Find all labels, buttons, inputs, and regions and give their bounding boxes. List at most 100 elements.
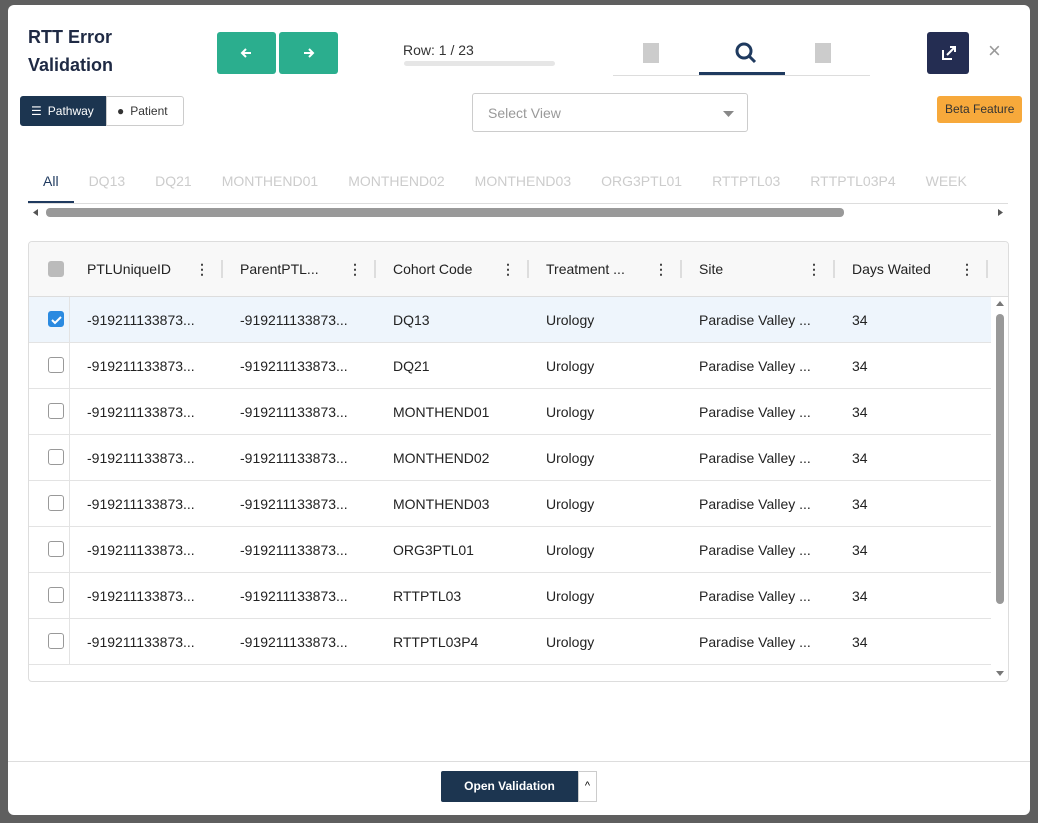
table-cell: -919211133873... [87, 404, 195, 420]
toggle-label: Patient [130, 104, 168, 118]
table-cell: -919211133873... [240, 404, 348, 420]
tab[interactable]: RTTPTL03P4 [810, 173, 896, 189]
tab[interactable]: MONTHEND03 [474, 173, 572, 189]
tab[interactable]: WEEK [925, 173, 967, 189]
table-cell: 34 [852, 404, 868, 420]
table-cell: -919211133873... [87, 450, 195, 466]
row-checkbox[interactable] [48, 633, 64, 649]
open-validation-button[interactable]: Open Validation [441, 771, 578, 802]
table-cell: DQ21 [393, 358, 430, 374]
column-menu[interactable]: ⋮ [501, 261, 515, 277]
table-cell: Urology [546, 404, 595, 420]
column-menu[interactable]: ⋮ [807, 261, 821, 277]
table-row[interactable]: -919211133873... -919211133873... MONTHEND… [29, 481, 991, 527]
table-cell: Urology [546, 358, 595, 374]
table-cell: -919211133873... [87, 588, 195, 604]
column-header: Days Waited [852, 261, 931, 277]
table-row[interactable]: -919211133873... -919211133873... MONTHEND… [29, 389, 991, 435]
table-header: PTLUniqueID ⋮ ParentPTL... ⋮ Cohort Code ⋮ Tre… [29, 242, 1008, 297]
column-header: PTLUniqueID [87, 261, 172, 277]
table-cell: -919211133873... [240, 588, 348, 604]
row-checkbox[interactable] [48, 449, 64, 465]
table-row[interactable]: -919211133873... -919211133873... DQ21 Urol… [29, 343, 991, 389]
row-checkbox[interactable] [48, 357, 64, 373]
tab[interactable]: All [28, 167, 74, 203]
table-cell: Paradise Valley ... [699, 450, 811, 466]
row-progress [404, 61, 555, 66]
divider [69, 481, 70, 527]
table-cell: 34 [852, 634, 868, 650]
table-cell: ORG3PTL01 [393, 542, 474, 558]
table-cell: Urology [546, 496, 595, 512]
table-cell: -919211133873... [240, 634, 348, 650]
row-checkbox[interactable] [48, 403, 64, 419]
column-menu[interactable]: ⋮ [195, 261, 209, 277]
table-cell: MONTHEND02 [393, 450, 490, 466]
check-icon [51, 316, 62, 325]
column-header: Treatment ... [546, 261, 625, 277]
table-cell: Paradise Valley ... [699, 542, 811, 558]
table-cell: RTTPTL03P4 [393, 634, 479, 650]
tab[interactable]: DQ21 [155, 173, 192, 189]
tab[interactable]: MONTHEND01 [221, 173, 319, 189]
table-row[interactable]: -919211133873... -919211133873... RTTPTL03… [29, 573, 991, 619]
table-cell: -919211133873... [87, 542, 195, 558]
column-menu[interactable]: ⋮ [348, 261, 362, 277]
next-button[interactable] [279, 32, 338, 74]
column-menu[interactable]: ⋮ [654, 261, 668, 277]
table-cell: 34 [852, 358, 868, 374]
footer [8, 761, 1030, 815]
table-row[interactable]: -919211133873... -919211133873... ORG3PTL0… [29, 527, 991, 573]
select-all-checkbox[interactable] [48, 261, 64, 277]
column-divider [374, 260, 376, 278]
divider [69, 573, 70, 619]
row-checkbox[interactable] [48, 311, 64, 327]
table-cell: Urology [546, 542, 595, 558]
prev-button[interactable] [217, 32, 276, 74]
tab[interactable]: ORG3PTL01 [601, 173, 683, 189]
table-cell: 34 [852, 312, 868, 328]
table-cell: -919211133873... [87, 358, 195, 374]
tab[interactable]: RTTPTL03 [712, 173, 781, 189]
close-button[interactable]: × [988, 38, 1001, 63]
table-cell: -919211133873... [240, 358, 348, 374]
title: RTT Error Validation [28, 27, 114, 75]
table-row[interactable]: -919211133873... -919211133873... DQ13 Urol… [29, 297, 991, 343]
table-cell: -919211133873... [87, 634, 195, 650]
table-cell: MONTHEND03 [393, 496, 490, 512]
table-cell: -919211133873... [240, 450, 348, 466]
column-header: Cohort Code [393, 261, 473, 277]
row-checkbox[interactable] [48, 587, 64, 603]
table-row[interactable]: -919211133873... -919211133873... MONTHEND… [29, 435, 991, 481]
divider [69, 619, 70, 665]
table-cell: Urology [546, 450, 595, 466]
select-view[interactable]: Select View [472, 93, 748, 132]
column-header: ParentPTL... [240, 261, 319, 277]
column-divider [527, 260, 529, 278]
column-menu[interactable]: ⋮ [960, 261, 974, 277]
divider [69, 343, 70, 389]
table-cell: RTTPTL03 [393, 588, 462, 604]
row-indicator: Row: 1 / 23 [403, 42, 474, 58]
column-header: Site [699, 261, 724, 277]
table-cell: -919211133873... [87, 496, 195, 512]
tab[interactable]: DQ13 [88, 173, 126, 189]
table-cell: Paradise Valley ... [699, 634, 811, 650]
table-cell: MONTHEND01 [393, 404, 490, 420]
table-cell: -919211133873... [87, 312, 195, 328]
table-cell: 34 [852, 450, 868, 466]
divider [69, 297, 70, 343]
toggle-pathway[interactable]: ☰ Pathway [20, 96, 106, 126]
data-table: PTLUniqueID ⋮ ParentPTL... ⋮ Cohort Code ⋮ Tre… [28, 241, 1009, 682]
table-cell: Paradise Valley ... [699, 588, 811, 604]
toggle-patient[interactable]: ● Patient [106, 96, 184, 126]
column-divider [221, 260, 223, 278]
open-external-button[interactable] [927, 32, 969, 74]
dropdown-toggle[interactable]: ^ [578, 771, 597, 802]
table-row[interactable]: -919211133873... -919211133873... RTTPTL03… [29, 619, 991, 665]
row-checkbox[interactable] [48, 495, 64, 511]
column-divider [680, 260, 682, 278]
row-checkbox[interactable] [48, 541, 64, 557]
tab[interactable]: MONTHEND02 [348, 173, 445, 189]
